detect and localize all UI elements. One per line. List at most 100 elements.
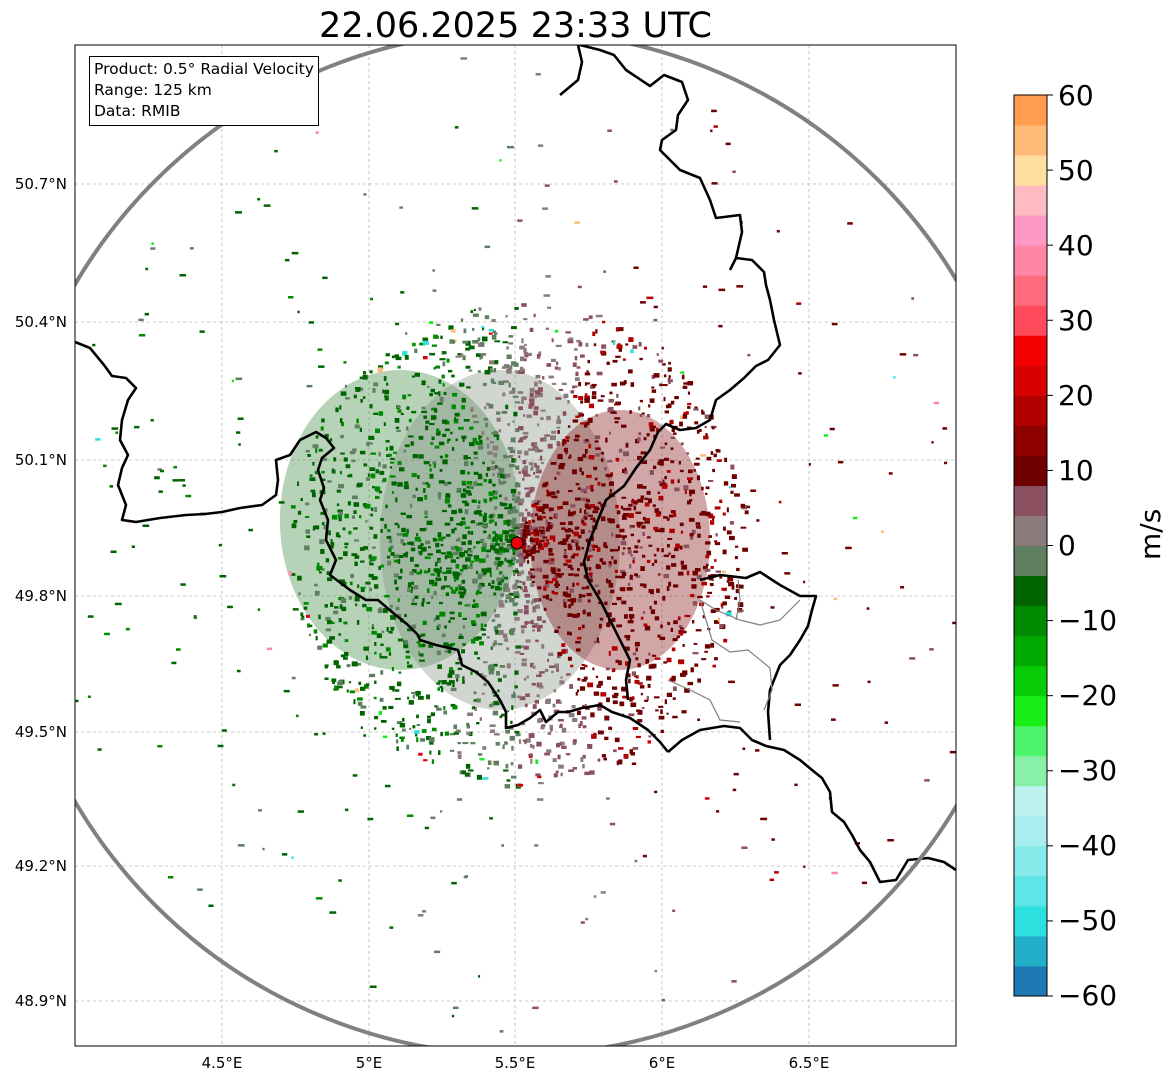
echo-pixel bbox=[680, 415, 683, 420]
echo-pixel bbox=[521, 396, 527, 401]
echo-pixel bbox=[467, 530, 471, 535]
echo-pixel bbox=[396, 533, 403, 536]
echo-pixel bbox=[425, 420, 430, 424]
echo-pixel bbox=[651, 389, 657, 393]
echo-pixel bbox=[134, 425, 140, 429]
echo-pixel bbox=[561, 727, 567, 733]
echo-pixel bbox=[445, 592, 449, 596]
echo-pixel bbox=[258, 809, 262, 812]
echo-pixel bbox=[481, 547, 486, 552]
echo-pixel bbox=[583, 423, 588, 428]
echo-pixel bbox=[428, 567, 431, 573]
echo-pixel bbox=[530, 575, 536, 578]
echo-pixel bbox=[668, 514, 674, 518]
echo-pixel bbox=[423, 415, 427, 419]
echo-pixel bbox=[572, 767, 577, 770]
echo-pixel bbox=[399, 467, 405, 472]
echo-pixel bbox=[554, 629, 559, 633]
echo-pixel bbox=[562, 439, 565, 444]
echo-pixel bbox=[605, 667, 610, 671]
echo-pixel bbox=[551, 382, 557, 385]
colorbar-tick-label: 30 bbox=[1058, 304, 1094, 337]
echo-pixel bbox=[293, 520, 298, 524]
echo-pixel bbox=[346, 689, 349, 693]
echo-pixel bbox=[592, 548, 595, 551]
echo-pixel bbox=[661, 548, 664, 553]
echo-pixel bbox=[695, 629, 702, 632]
echo-pixel bbox=[498, 429, 502, 433]
echo-pixel bbox=[534, 395, 538, 399]
echo-pixel bbox=[434, 705, 437, 708]
echo-pixel bbox=[512, 509, 519, 514]
echo-pixel bbox=[519, 437, 524, 442]
echo-pixel bbox=[526, 414, 532, 418]
echo-pixel bbox=[465, 365, 471, 369]
echo-pixel bbox=[534, 537, 540, 543]
echo-pixel bbox=[412, 598, 415, 603]
echo-pixel bbox=[614, 421, 619, 424]
echo-pixel bbox=[471, 622, 477, 626]
echo-pixel bbox=[670, 510, 676, 514]
echo-pixel bbox=[845, 546, 852, 550]
echo-pixel bbox=[448, 620, 451, 623]
echo-pixel bbox=[540, 437, 544, 442]
echo-pixel bbox=[632, 557, 636, 560]
echo-pixel bbox=[627, 507, 632, 511]
echo-pixel bbox=[683, 411, 689, 415]
x-tick-label: 5°E bbox=[356, 1054, 383, 1072]
echo-pixel bbox=[543, 482, 546, 486]
echo-pixel bbox=[414, 372, 420, 377]
echo-pixel bbox=[340, 598, 347, 604]
echo-pixel bbox=[646, 414, 651, 418]
echo-pixel bbox=[306, 535, 311, 538]
echo-pixel bbox=[535, 374, 541, 379]
echo-pixel bbox=[345, 808, 349, 812]
echo-pixel bbox=[446, 682, 452, 686]
echo-pixel bbox=[524, 487, 530, 490]
echo-pixel bbox=[288, 571, 292, 576]
echo-pixel bbox=[899, 353, 907, 356]
echo-pixel bbox=[61, 405, 65, 408]
echo-pixel bbox=[537, 392, 543, 398]
echo-pixel bbox=[511, 694, 514, 699]
echo-pixel bbox=[708, 576, 714, 581]
echo-pixel bbox=[537, 144, 544, 147]
echo-pixel bbox=[312, 444, 319, 449]
echo-pixel bbox=[523, 465, 528, 471]
echo-pixel bbox=[494, 521, 497, 526]
echo-pixel bbox=[663, 554, 669, 557]
echo-pixel bbox=[716, 459, 722, 462]
echo-pixel bbox=[637, 498, 644, 503]
echo-pixel bbox=[596, 637, 599, 642]
echo-pixel bbox=[439, 569, 442, 574]
echo-pixel bbox=[424, 556, 431, 560]
echo-pixel bbox=[655, 709, 659, 712]
echo-pixel bbox=[506, 365, 509, 369]
echo-pixel bbox=[547, 580, 553, 584]
echo-pixel bbox=[535, 639, 539, 643]
echo-pixel bbox=[571, 705, 576, 709]
echo-pixel bbox=[359, 427, 362, 432]
echo-pixel bbox=[578, 342, 583, 347]
echo-pixel bbox=[484, 624, 487, 627]
echo-pixel bbox=[571, 539, 576, 543]
echo-pixel bbox=[673, 686, 677, 691]
echo-pixel bbox=[145, 267, 149, 271]
echo-pixel bbox=[384, 395, 389, 401]
echo-pixel bbox=[588, 315, 593, 319]
echo-pixel bbox=[515, 370, 521, 374]
echo-pixel bbox=[852, 516, 858, 520]
echo-pixel bbox=[633, 505, 637, 511]
echo-pixel bbox=[563, 555, 568, 559]
echo-pixel bbox=[442, 509, 447, 513]
echo-pixel bbox=[434, 538, 438, 542]
echo-pixel bbox=[592, 331, 596, 336]
echo-pixel bbox=[390, 457, 395, 460]
echo-pixel bbox=[138, 334, 146, 337]
echo-pixel bbox=[238, 443, 241, 446]
echo-pixel bbox=[465, 490, 471, 494]
echo-pixel bbox=[472, 327, 475, 331]
echo-pixel bbox=[659, 461, 664, 466]
echo-pixel bbox=[497, 560, 504, 565]
echo-pixel bbox=[367, 473, 370, 477]
